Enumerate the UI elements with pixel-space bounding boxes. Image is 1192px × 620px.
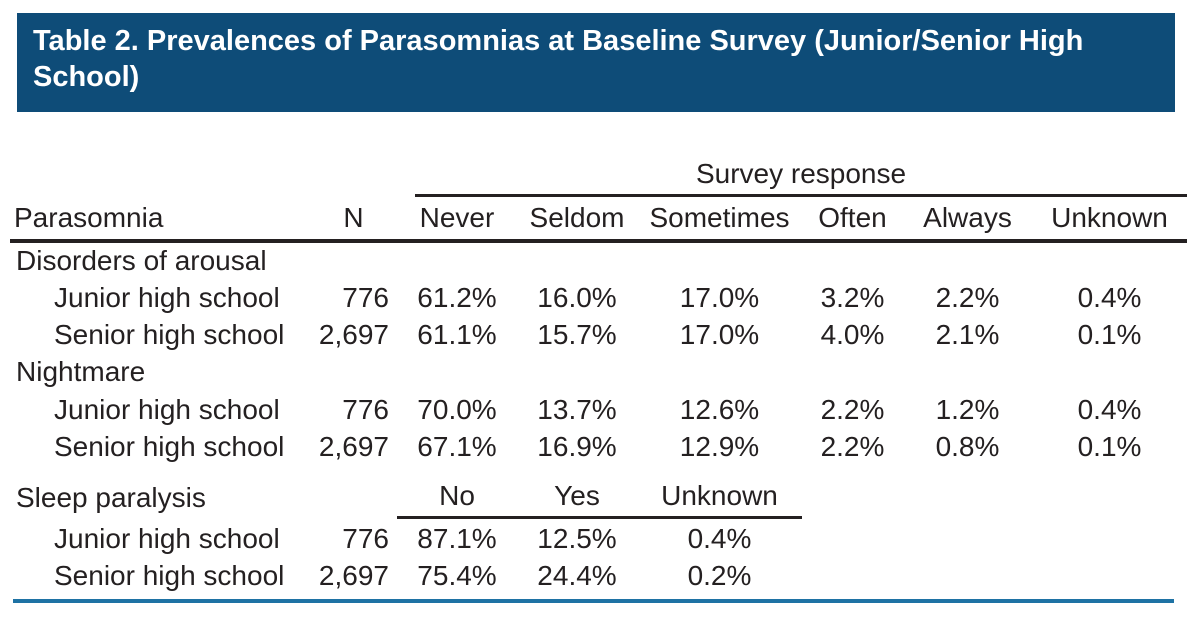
col-header-always: Always (903, 197, 1032, 243)
row-label: Junior high school (54, 522, 280, 554)
parasomnia-table: Survey response Parasomnia N Never Seldo… (10, 145, 1188, 594)
sub-col-header-no: No (397, 465, 517, 519)
cell-value: 67.1% (417, 430, 497, 462)
sub-col-header-yes: Yes (517, 465, 637, 519)
section-row-sleep-paralysis: Sleep paralysis No Yes Unknown (10, 465, 1187, 519)
section-row-disorders-of-arousal: Disorders of arousal (10, 241, 1187, 279)
section-label: Disorders of arousal (16, 245, 267, 277)
cell-value: 0.4% (1077, 281, 1142, 313)
cell-value: 2.1% (935, 318, 1000, 350)
column-header-row: Parasomnia N Never Seldom Sometimes Ofte… (10, 197, 1188, 243)
col-header-unknown: Unknown (1032, 197, 1188, 243)
table-row: Senior high school 2,697 75.4% 24.4% 0.2… (10, 557, 1187, 594)
cell-value: 13.7% (537, 393, 617, 425)
cell-value: 0.1% (1077, 318, 1142, 350)
cell-empty (1032, 557, 1187, 594)
cell-value: 16.0% (537, 281, 617, 313)
cell-value: 75.4% (417, 559, 497, 591)
col-header-parasomnia: Parasomnia (10, 197, 310, 243)
cell-value: 0.4% (687, 522, 752, 554)
cell-value: 24.4% (537, 559, 617, 591)
cell-value: 87.1% (417, 522, 497, 554)
cell-empty (1032, 517, 1187, 557)
span-header-survey-response: Survey response (415, 158, 1188, 197)
row-label: Senior high school (54, 430, 285, 462)
cell-n: 2,697 (318, 559, 389, 591)
cell-value: 2.2% (935, 281, 1000, 313)
bottom-rule (13, 599, 1174, 603)
cell-empty (903, 517, 1032, 557)
cell-value: 16.9% (537, 430, 617, 462)
col-header-never: Never (397, 197, 517, 243)
span-header-spacer (10, 145, 397, 197)
cell-value: 2.2% (820, 393, 885, 425)
cell-value: 12.5% (537, 522, 617, 554)
col-header-seldom: Seldom (517, 197, 637, 243)
cell-value: 61.2% (417, 281, 497, 313)
cell-value: 17.0% (679, 281, 760, 313)
table-row: Junior high school 776 70.0% 13.7% 12.6%… (10, 391, 1187, 428)
cell-value: 0.1% (1077, 430, 1142, 462)
col-header-n: N (310, 197, 397, 243)
span-header-row: Survey response (10, 145, 1188, 197)
cell-value: 4.0% (820, 318, 885, 350)
cell-n: 776 (342, 393, 389, 425)
cell-value: 70.0% (417, 393, 497, 425)
cell-value: 0.8% (935, 430, 1000, 462)
section-label: Sleep paralysis (16, 481, 206, 513)
section-label: Nightmare (16, 356, 146, 388)
cell-value: 0.4% (1077, 393, 1142, 425)
cell-empty (903, 465, 1032, 517)
row-label: Junior high school (54, 393, 280, 425)
cell-n: 2,697 (318, 318, 389, 350)
col-header-often: Often (802, 197, 903, 243)
table-row: Senior high school 2,697 67.1% 16.9% 12.… (10, 428, 1187, 465)
cell-n: 776 (342, 522, 389, 554)
row-label: Senior high school (54, 559, 285, 591)
cell-value: 2.2% (820, 430, 885, 462)
span-header-cell: Survey response (397, 145, 1188, 197)
table-row: Junior high school 776 87.1% 12.5% 0.4% (10, 517, 1187, 557)
cell-empty (802, 557, 903, 594)
cell-value: 15.7% (537, 318, 617, 350)
cell-empty (802, 465, 903, 517)
sub-col-header-unknown: Unknown (637, 465, 802, 519)
cell-n: 776 (342, 281, 389, 313)
cell-empty (802, 517, 903, 557)
cell-empty (310, 465, 397, 517)
cell-value: 12.6% (679, 393, 760, 425)
row-label: Senior high school (54, 318, 285, 350)
cell-value: 3.2% (820, 281, 885, 313)
table-title: Table 2. Prevalences of Parasomnias at B… (33, 25, 1084, 93)
cell-n: 2,697 (318, 430, 389, 462)
cell-value: 1.2% (935, 393, 1000, 425)
table-title-band: Table 2. Prevalences of Parasomnias at B… (17, 13, 1175, 112)
col-header-sometimes: Sometimes (637, 197, 802, 243)
cell-value: 17.0% (679, 318, 760, 350)
table-row: Senior high school 2,697 61.1% 15.7% 17.… (10, 316, 1187, 353)
row-label: Junior high school (54, 281, 280, 313)
cell-value: 0.2% (687, 559, 752, 591)
cell-value: 61.1% (417, 318, 497, 350)
cell-empty (1032, 465, 1187, 517)
cell-value: 12.9% (679, 430, 760, 462)
section-row-nightmare: Nightmare (10, 353, 1187, 391)
cell-empty (903, 557, 1032, 594)
table-row: Junior high school 776 61.2% 16.0% 17.0%… (10, 279, 1187, 316)
